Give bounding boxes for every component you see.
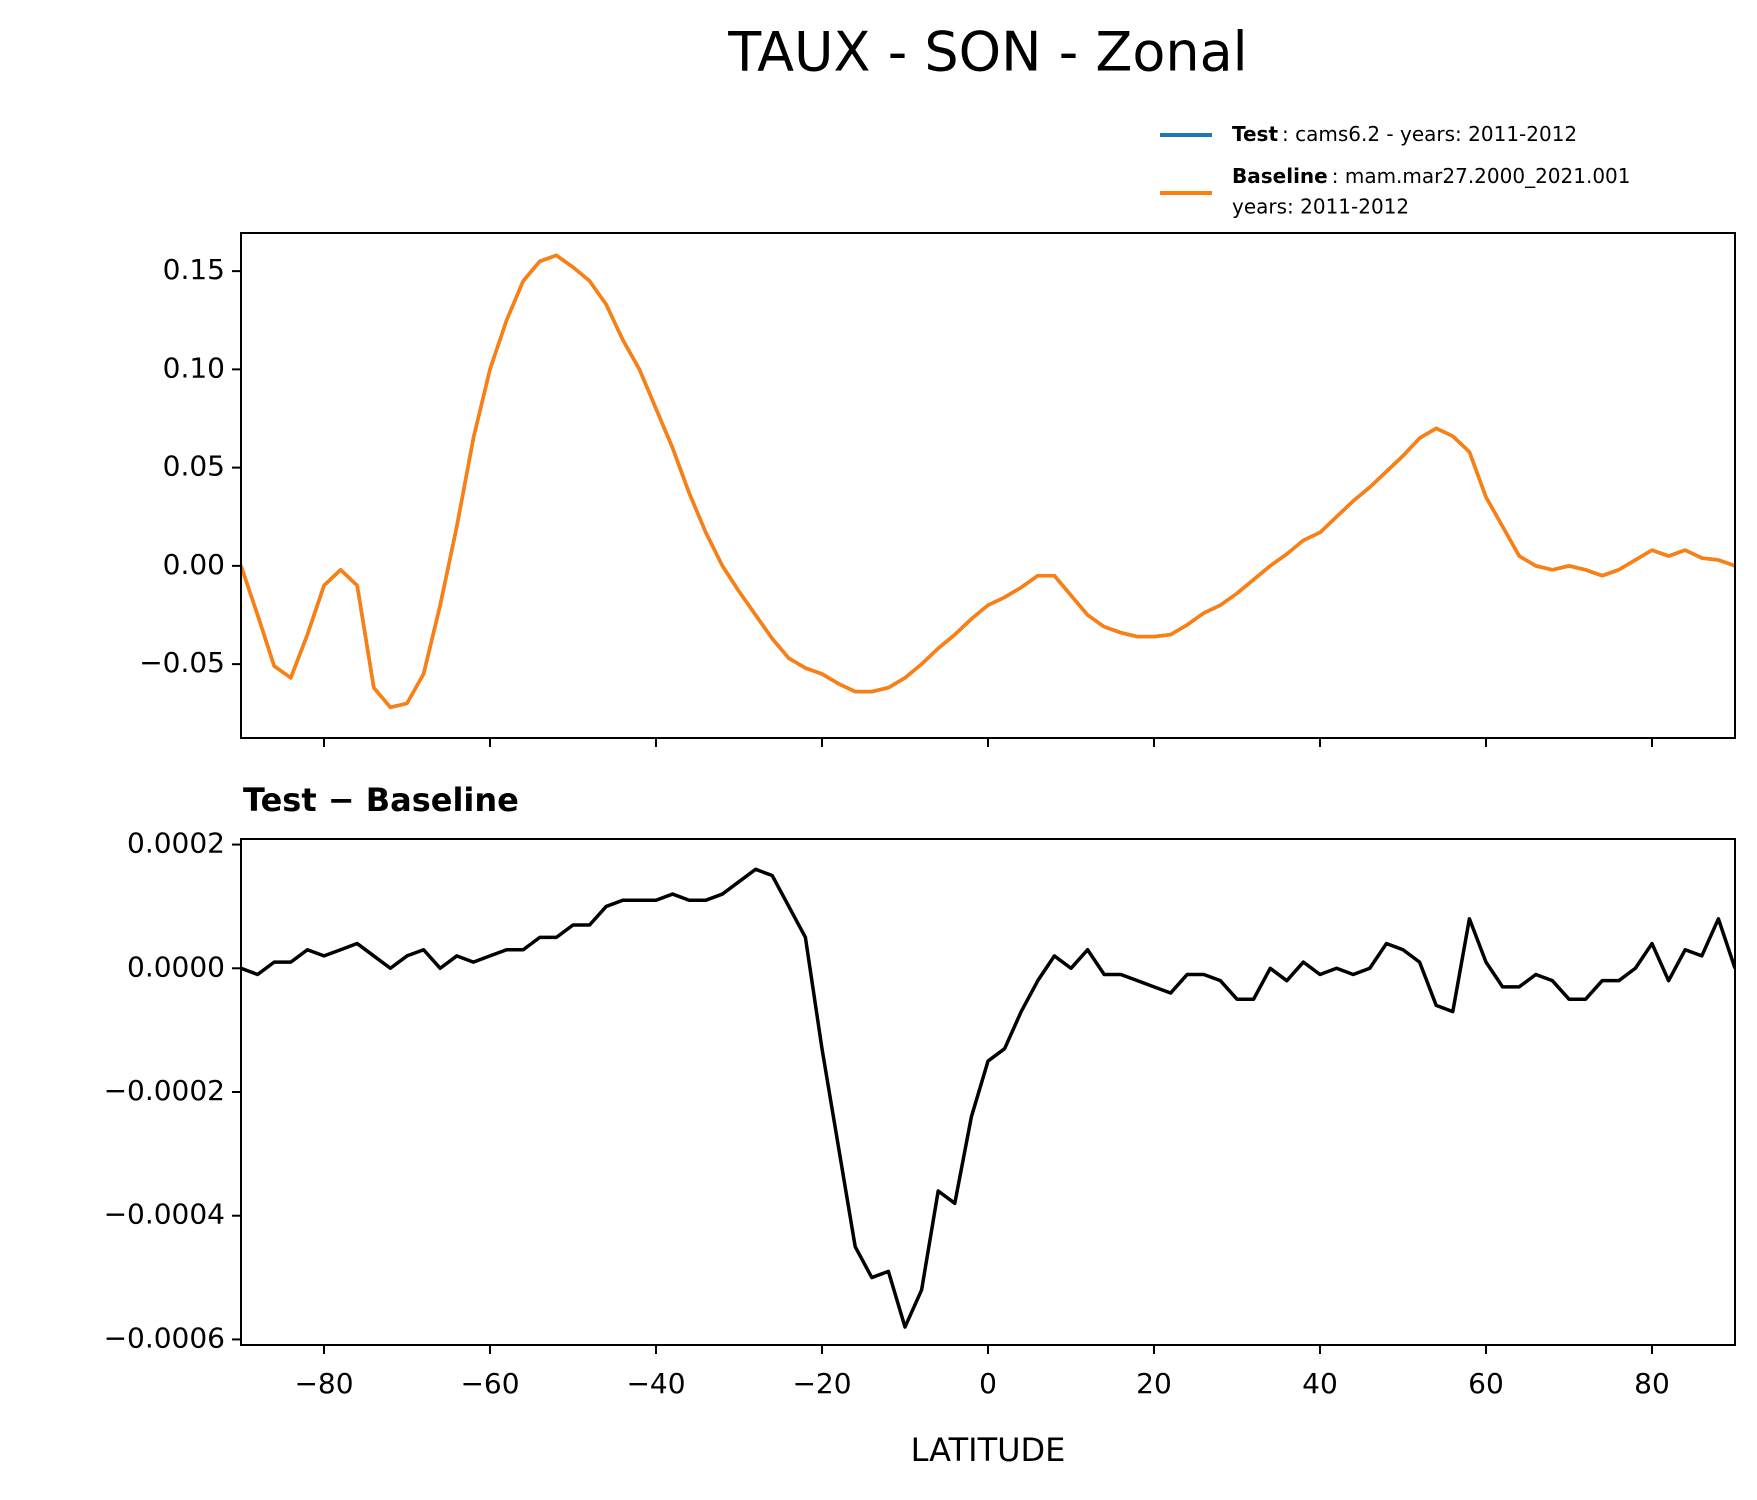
y-tick-label: −0.0004 bbox=[104, 1198, 225, 1231]
y-tick-label: −0.0002 bbox=[104, 1074, 225, 1107]
x-tick-label: 60 bbox=[1468, 1367, 1504, 1400]
legend-description: : cams6.2 - years: 2011-2012 bbox=[1282, 122, 1577, 146]
x-tick-label: −60 bbox=[460, 1367, 519, 1400]
chart-title: TAUX - SON - Zonal bbox=[727, 21, 1247, 84]
y-tick-label: 0.0000 bbox=[127, 950, 225, 983]
y-tick-label: −0.0006 bbox=[104, 1321, 225, 1354]
plot-frame bbox=[240, 232, 1736, 739]
x-tick-label: −20 bbox=[792, 1367, 851, 1400]
legend-description: years: 2011-2012 bbox=[1232, 195, 1409, 219]
y-tick-label: 0.10 bbox=[163, 351, 225, 384]
y-tick-label: 0.05 bbox=[163, 450, 225, 483]
y-tick-label: 0.0002 bbox=[127, 827, 225, 860]
y-tick-label: 0.00 bbox=[163, 548, 225, 581]
legend-label: Test: cams6.2 - years: 2011-2012 bbox=[1232, 122, 1577, 146]
x-tick-label: 0 bbox=[979, 1367, 997, 1400]
x-tick-label: −80 bbox=[294, 1367, 353, 1400]
y-tick-label: −0.05 bbox=[139, 646, 225, 679]
data-line bbox=[241, 867, 1735, 1329]
x-tick-label: 40 bbox=[1302, 1367, 1338, 1400]
data-line bbox=[241, 253, 1735, 710]
y-tick-label: 0.15 bbox=[163, 253, 225, 286]
x-tick-label: −40 bbox=[626, 1367, 685, 1400]
x-axis-label: LATITUDE bbox=[911, 1431, 1066, 1469]
legend-label: Baseline: mam.mar27.2000_2021.001 bbox=[1232, 164, 1631, 188]
legend-name: Test bbox=[1232, 122, 1278, 146]
plot-frame bbox=[240, 838, 1736, 1346]
subplot-title: Test − Baseline bbox=[243, 781, 519, 819]
x-tick-label: 20 bbox=[1136, 1367, 1172, 1400]
x-tick-label: 80 bbox=[1634, 1367, 1670, 1400]
legend-name: Baseline bbox=[1232, 164, 1328, 188]
legend-description: : mam.mar27.2000_2021.001 bbox=[1332, 164, 1631, 188]
